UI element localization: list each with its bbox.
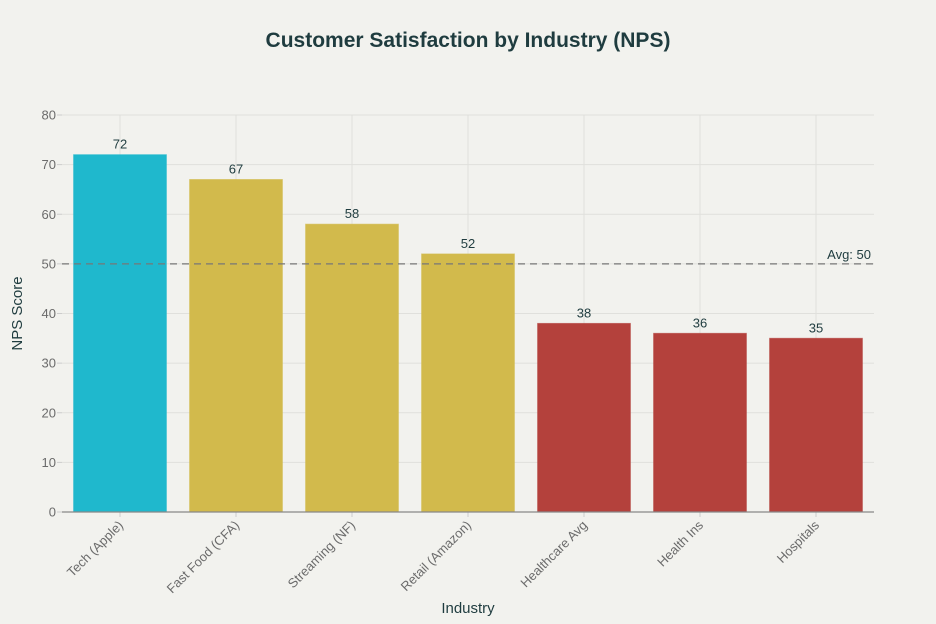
x-tick-label: Healthcare Avg: [517, 518, 590, 591]
y-tick-label: 60: [42, 207, 56, 222]
y-tick-label: 80: [42, 108, 56, 123]
y-tick-label: 0: [49, 505, 56, 520]
reference-line-label: Avg: 50: [827, 247, 871, 262]
bar: [73, 154, 167, 513]
data-label: 52: [461, 236, 475, 251]
y-tick-label: 20: [42, 405, 56, 420]
bars: [73, 154, 863, 513]
bar: [653, 332, 747, 513]
x-axis-title: Industry: [441, 600, 495, 617]
data-label: 35: [809, 320, 823, 335]
x-tick-label: Streaming (NF): [285, 518, 358, 591]
data-label: 67: [229, 162, 243, 177]
data-labels: 72 67 58 52 38 36 35: [113, 137, 823, 336]
x-tick-label: Health Ins: [654, 517, 706, 569]
data-label: 36: [693, 315, 707, 330]
x-axis-ticks: Tech (Apple) Fast Food (CFA) Streaming (NF…: [64, 512, 823, 597]
bar: [421, 253, 515, 513]
bar: [189, 179, 283, 513]
x-tick-label: Tech (Apple): [64, 518, 126, 580]
y-tick-label: 30: [42, 356, 56, 371]
x-tick-label: Fast Food (CFA): [164, 518, 243, 597]
y-tick-label: 10: [42, 455, 56, 470]
bar: [769, 337, 863, 513]
y-tick-label: 50: [42, 256, 56, 271]
x-tick-label: Hospitals: [774, 517, 823, 566]
y-tick-label: 70: [42, 157, 56, 172]
data-label: 72: [113, 137, 127, 152]
y-axis-ticks: 0 10 20 30 40 50 60 70 80: [42, 108, 62, 520]
data-label: 58: [345, 206, 359, 221]
x-tick-label: Retail (Amazon): [398, 518, 475, 595]
data-label: 38: [577, 305, 591, 320]
average-reference-line: Avg: 50: [62, 247, 874, 265]
y-tick-label: 40: [42, 306, 56, 321]
bar: [537, 322, 631, 513]
chart-title: Customer Satisfaction by Industry (NPS): [266, 29, 671, 52]
y-axis-title: NPS Score: [9, 276, 26, 350]
bar: [305, 223, 399, 513]
